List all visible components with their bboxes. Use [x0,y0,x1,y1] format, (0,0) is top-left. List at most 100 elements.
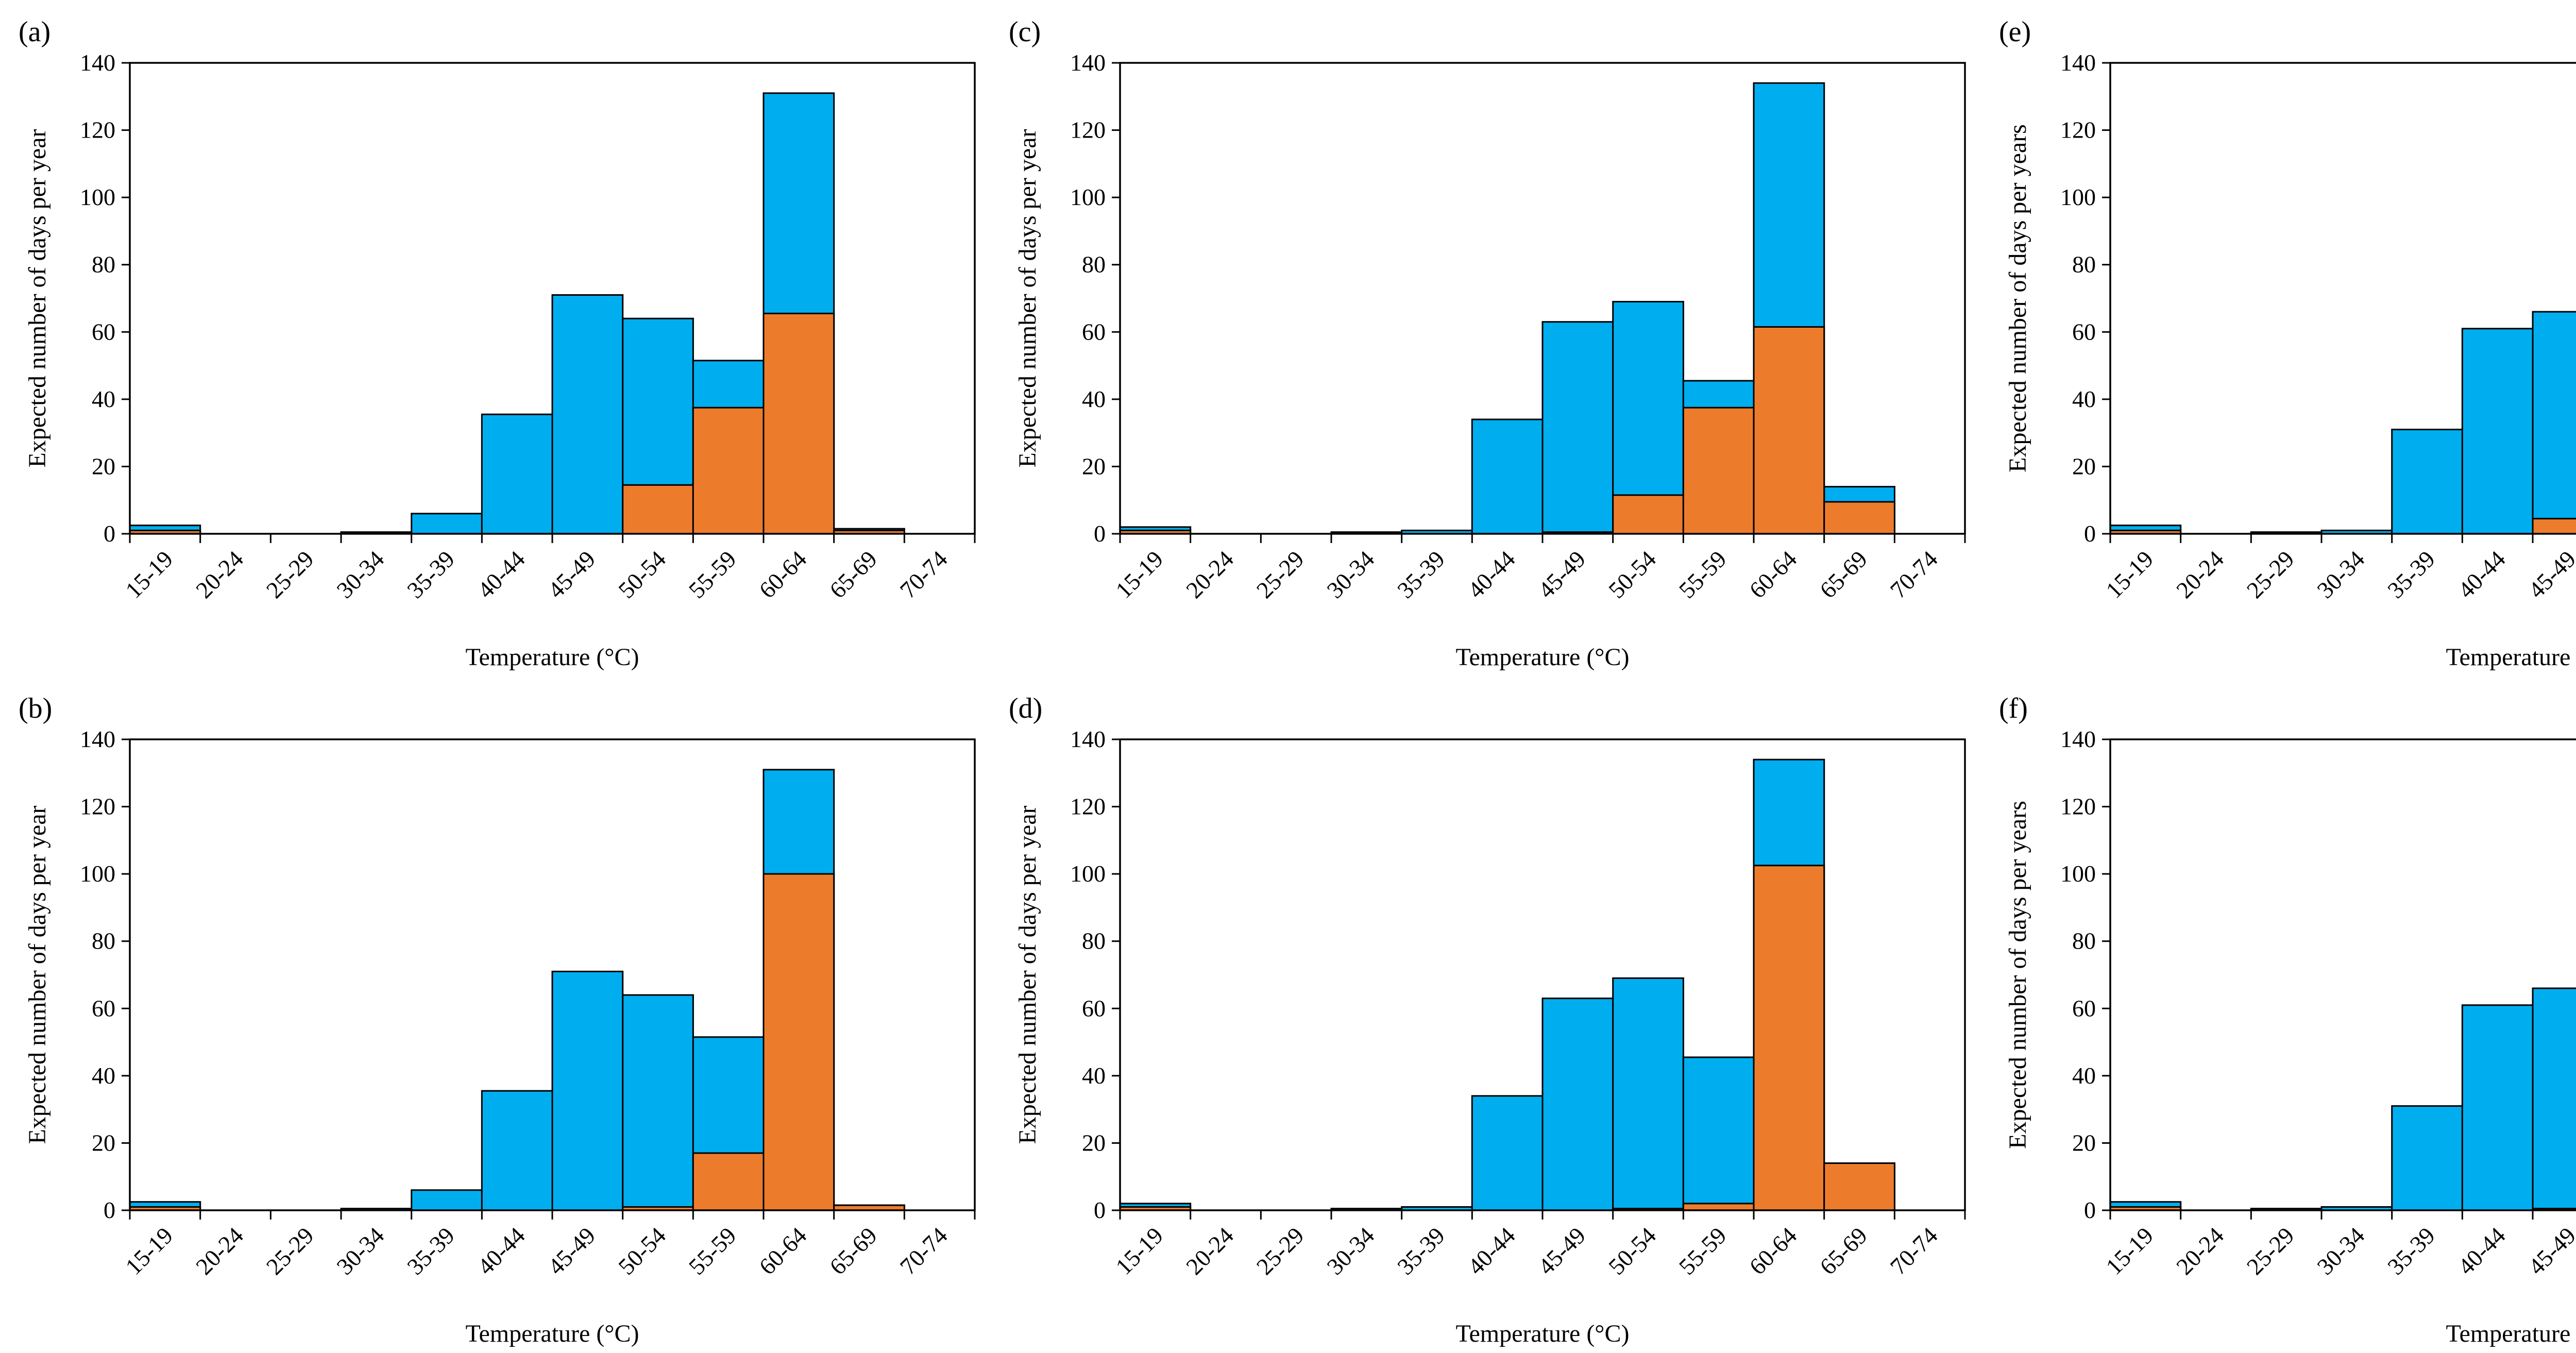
orange-bar-55-59 [692,1152,765,1211]
panel-f: 0 20 40 60 80 100 120 140 15-19 20-24 25-29 30-34 35… [1980,676,2576,1353]
x-tick-label: 35-39 [402,1222,460,1280]
x-tick-label: 45-49 [1533,1222,1590,1280]
panel-d: 0 20 40 60 80 100 120 140 15-19 20-24 25-29 30-34 35… [990,676,1980,1353]
x-tick-label: 40-44 [1463,1222,1520,1280]
y-tick-label: 120 [1070,117,1106,143]
y-tick-label: 20 [92,453,115,479]
y-tick-label: 120 [2060,117,2096,143]
panel-e-chart: 0 20 40 60 80 100 120 140 15-19 20-24 25-29 30-34 35… [1999,16,2576,671]
y-tick-label: 80 [2072,928,2096,954]
orange-bar-60-64 [1753,326,1825,535]
x-tick-label: 45-49 [2523,1222,2576,1280]
x-tick-label: 15-19 [120,1222,178,1280]
x-tick-label: 70-74 [1885,546,1943,603]
y-tick-label: 80 [1082,928,1106,954]
y-tick-label: 100 [1070,184,1106,210]
y-tick-label: 140 [1070,726,1106,752]
x-tick-label: 25-29 [1251,546,1309,603]
panel-letter: (c) [1009,16,1041,48]
x-tick-label: 30-34 [2312,1222,2369,1280]
y-tick-label: 140 [80,49,115,76]
y-tick-label: 60 [92,995,115,1021]
x-tick-label: 60-64 [1744,546,1802,603]
blue-bar-35-39 [411,513,483,535]
x-tick-label: 30-34 [1321,1222,1379,1280]
y-tick-label: 60 [2072,995,2096,1021]
y-tick-label: 0 [1094,520,1106,547]
y-tick-label: 40 [1082,1062,1106,1089]
x-tick-label: 20-24 [191,546,248,603]
x-tick-label: 45-49 [543,1222,600,1280]
x-axis-title: Temperature (°C) [1455,1320,1629,1347]
y-tick-label: 120 [1070,793,1106,820]
panel-e: 0 20 40 60 80 100 120 140 15-19 20-24 25-29 30-34 35… [1980,0,2576,676]
x-tick-label: 55-59 [1674,546,1732,603]
panel-letter: (f) [1999,692,2028,724]
x-tick-label: 50-54 [613,1222,671,1280]
x-tick-label: 30-34 [1321,546,1379,603]
panel-a: 0 20 40 60 80 100 120 140 15-19 20-24 25-29 30-34 35… [0,0,990,676]
x-axis-title: Temperature (°C) [1455,644,1629,671]
y-tick-label: 100 [1070,860,1106,887]
panel-c: 0 20 40 60 80 100 120 140 15-19 20-24 25-29 30-34 35… [990,0,1980,676]
x-tick-label: 30-34 [331,1222,389,1280]
x-tick-label: 20-24 [2171,546,2229,603]
x-tick-label: 40-44 [2453,1222,2511,1280]
x-tick-label: 60-64 [754,546,811,603]
blue-bar-55-59 [1682,1056,1755,1211]
y-tick-label: 100 [80,860,115,887]
x-tick-label: 25-29 [2242,1222,2299,1280]
y-tick-label: 0 [2084,520,2096,547]
x-tick-label: 60-64 [1744,1222,1802,1280]
x-tick-label: 15-19 [2100,546,2158,603]
blue-bar-40-44 [1471,1095,1544,1211]
y-tick-label: 20 [1082,1129,1106,1156]
x-tick-label: 35-39 [2382,546,2440,603]
y-tick-label: 100 [2060,184,2096,210]
y-tick-label: 100 [2060,860,2096,887]
y-tick-label: 40 [92,1062,115,1089]
x-tick-label: 40-44 [2453,546,2511,603]
panel-letter: (a) [19,16,50,48]
x-tick-label: 20-24 [1181,1222,1239,1280]
blue-bar-40-44 [2461,1004,2534,1211]
y-tick-label: 120 [80,793,115,820]
orange-bar-55-59 [1682,407,1755,535]
y-tick-label: 120 [2060,793,2096,820]
y-tick-label: 80 [92,928,115,954]
x-tick-label: 35-39 [402,546,460,603]
y-tick-label: 80 [2072,251,2096,278]
panel-a-chart: 0 20 40 60 80 100 120 140 15-19 20-24 25-29 30-34 35… [19,16,976,671]
y-tick-label: 140 [2060,726,2096,752]
panel-c-chart: 0 20 40 60 80 100 120 140 15-19 20-24 25-29 30-34 35… [1009,16,1966,671]
x-tick-label: 65-69 [1815,546,1872,603]
y-tick-label: 40 [1082,386,1106,412]
x-tick-label: 35-39 [1392,546,1450,603]
x-tick-label: 30-34 [2312,546,2369,603]
blue-bar-40-44 [2461,328,2534,535]
x-tick-label: 65-69 [824,1222,882,1280]
y-axis-title: Expected number of days per year [24,129,51,467]
x-tick-label: 35-39 [1392,1222,1450,1280]
x-tick-label: 55-59 [684,546,741,603]
x-tick-label: 55-59 [1674,1222,1732,1280]
y-tick-label: 60 [92,318,115,345]
y-tick-label: 20 [92,1129,115,1156]
orange-bar-55-59 [692,407,765,535]
y-tick-label: 140 [1070,49,1106,76]
orange-bar-60-64 [762,873,835,1211]
y-tick-label: 120 [80,117,115,143]
blue-bar-40-44 [1471,418,1544,535]
x-tick-label: 70-74 [1885,1222,1943,1280]
orange-bar-60-64 [762,312,835,535]
y-tick-label: 0 [104,1197,115,1223]
blue-bar-45-49 [1541,997,1614,1211]
x-tick-label: 65-69 [1815,1222,1872,1280]
blue-bar-45-49 [2532,987,2576,1211]
x-tick-label: 35-39 [2382,1222,2440,1280]
y-tick-label: 20 [1082,453,1106,479]
x-tick-label: 25-29 [1251,1222,1309,1280]
y-tick-label: 100 [80,184,115,210]
y-axis-title: Expected number of days per years [2004,801,2031,1149]
